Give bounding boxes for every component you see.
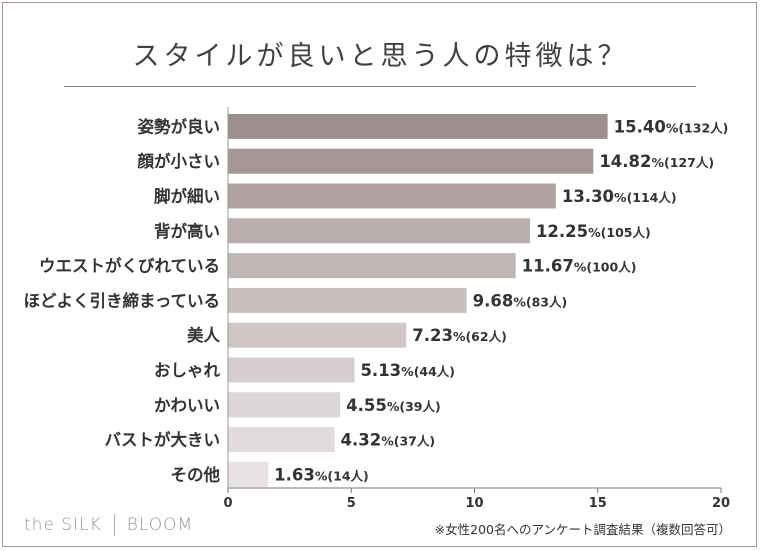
category-label-3: 脚が細い xyxy=(154,186,220,206)
category-label-6: ほどよく引き締まっている xyxy=(23,290,220,310)
value-label-6: 9.68%(83人) xyxy=(473,291,568,310)
bar-2 xyxy=(228,148,594,174)
bar-4 xyxy=(228,218,530,244)
value-label-8: 5.13%(44人) xyxy=(360,361,455,380)
category-label-10: バストが大きい xyxy=(105,430,221,450)
brand-logo: the SILK BLOOM xyxy=(24,514,193,536)
bar-5 xyxy=(228,253,516,279)
bar-7 xyxy=(228,322,407,348)
category-label-1: 姿勢が良い xyxy=(138,116,221,136)
bar-1 xyxy=(228,113,608,139)
bar-11 xyxy=(228,461,269,487)
category-label-9: かわいい xyxy=(154,396,220,415)
bar-10 xyxy=(228,427,335,453)
value-label-10: 4.32%(37人) xyxy=(340,431,435,450)
value-label-1: 15.40%(132人) xyxy=(614,117,729,136)
category-label-7: 美人 xyxy=(187,325,221,345)
value-label-9: 4.55%(39人) xyxy=(346,396,441,415)
value-label-4: 12.25%(105人) xyxy=(536,222,651,241)
bar-3 xyxy=(228,183,556,209)
value-label-3: 13.30%(114人) xyxy=(562,187,677,206)
category-label-5: ウエストがくびれている xyxy=(39,256,220,276)
brand-name-right: BLOOM xyxy=(126,515,194,535)
chart-title: スタイルが良いと思う人の特徴は？ xyxy=(132,41,629,72)
value-label-11: 1.63%(14人) xyxy=(274,465,369,484)
brand-name-left: the SILK xyxy=(24,515,102,535)
title-divider xyxy=(64,86,696,87)
brand-separator xyxy=(113,514,115,536)
category-label-11: その他 xyxy=(171,464,221,484)
x-tick-label-10: 10 xyxy=(465,496,483,511)
value-label-5: 11.67%(100人) xyxy=(522,257,637,276)
x-tick-label-5: 5 xyxy=(347,496,356,511)
value-label-2: 14.82%(127人) xyxy=(599,152,714,171)
survey-footnote: ※女性200名へのアンケート調査結果（複数回答可） xyxy=(434,522,731,537)
x-tick-label-0: 0 xyxy=(223,496,232,511)
category-label-4: 背が高い xyxy=(154,221,220,241)
category-label-2: 顔が小さい xyxy=(137,151,221,171)
x-tick-label-20: 20 xyxy=(712,496,730,511)
x-tick-label-15: 15 xyxy=(589,496,607,511)
category-label-8: おしゃれ xyxy=(154,361,221,380)
bar-6 xyxy=(228,287,467,313)
bar-8 xyxy=(228,357,355,383)
value-label-7: 7.23%(62人) xyxy=(412,326,507,345)
bar-9 xyxy=(228,392,341,418)
